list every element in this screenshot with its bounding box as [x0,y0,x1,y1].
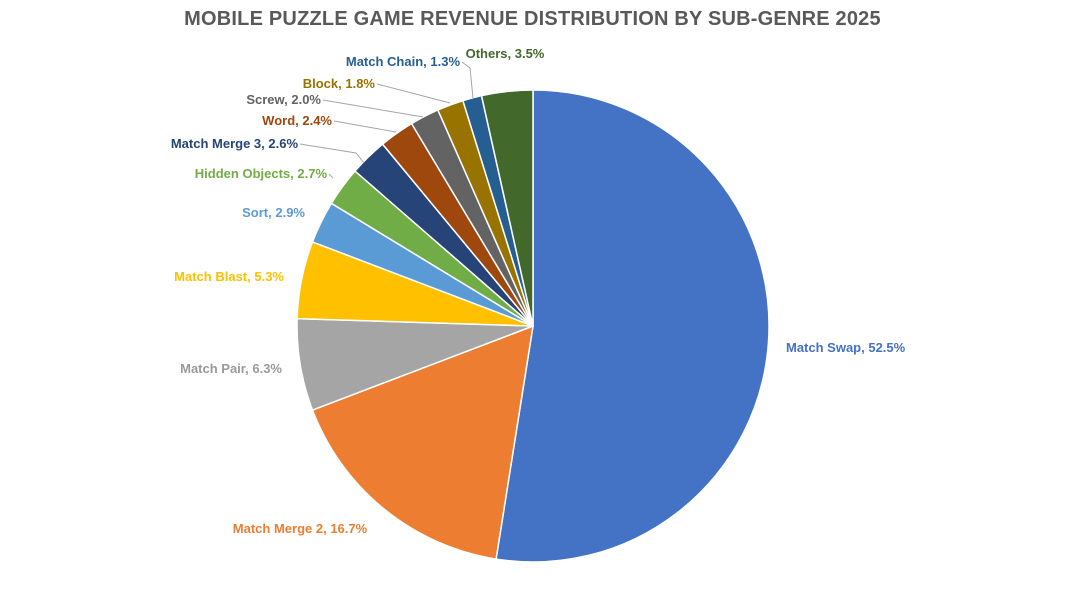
leader-line-match-merge-3 [299,143,365,164]
data-label-match-swap: Match Swap, 52.5% [786,340,906,355]
data-label-match-merge-2: Match Merge 2, 16.7% [233,521,368,536]
leader-line-match-chain [461,61,474,99]
data-labels: Match Swap, 52.5% Match Merge 2, 16.7% Mat… [171,46,906,536]
data-label-match-merge-3: Match Merge 3, 2.6% [171,136,299,151]
leader-lines [299,61,474,179]
pie-slices [296,89,770,563]
data-label-match-pair: Match Pair, 6.3% [180,361,282,376]
data-label-hidden-objects: Hidden Objects, 2.7% [195,166,328,181]
data-label-others: Others, 3.5% [466,46,545,61]
data-label-match-blast: Match Blast, 5.3% [174,269,284,284]
data-label-sort: Sort, 2.9% [242,205,305,220]
leader-line-word [333,120,397,133]
leader-line-hidden-objects [328,173,334,179]
chart-title: MOBILE PUZZLE GAME REVENUE DISTRIBUTION … [184,8,881,30]
data-label-block: Block, 1.8% [303,76,376,91]
data-label-word: Word, 2.4% [262,113,332,128]
data-label-match-chain: Match Chain, 1.3% [346,54,461,69]
leader-line-screw [322,99,424,118]
leader-line-block [376,83,451,104]
pie-slice-match-swap [495,89,770,563]
pie-slice-match-merge-2 [311,325,534,560]
pie-slice-others [480,89,534,327]
data-label-screw: Screw, 2.0% [246,92,321,107]
